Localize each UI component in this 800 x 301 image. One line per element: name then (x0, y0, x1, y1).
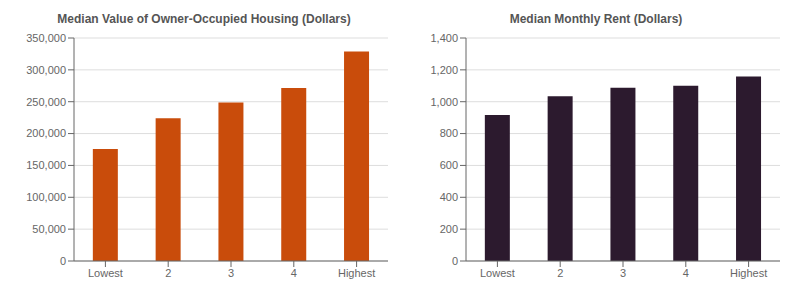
svg-text:3: 3 (228, 267, 234, 279)
svg-text:100,000: 100,000 (26, 191, 66, 203)
svg-text:Highest: Highest (338, 267, 375, 279)
svg-text:50,000: 50,000 (32, 223, 66, 235)
svg-text:150,000: 150,000 (26, 159, 66, 171)
svg-text:1,200: 1,200 (430, 64, 458, 76)
svg-text:400: 400 (440, 191, 458, 203)
svg-text:250,000: 250,000 (26, 96, 66, 108)
svg-text:2: 2 (165, 267, 171, 279)
html-text:Median Value of Owner-Occupied: Median Value of Owner-Occupied Housing (… (57, 12, 351, 26)
svg-text:3: 3 (620, 267, 626, 279)
svg-text:600: 600 (440, 159, 458, 171)
svg-text:1,400: 1,400 (430, 32, 458, 44)
svg-text:4: 4 (683, 267, 689, 279)
svg-text:Lowest: Lowest (480, 267, 515, 279)
svg-text:4: 4 (291, 267, 297, 279)
svg-text:200,000: 200,000 (26, 127, 66, 139)
svg-text:0: 0 (60, 255, 66, 267)
svg-text:1,000: 1,000 (430, 96, 458, 108)
svg-text:0: 0 (452, 255, 458, 267)
html-text:Median Monthly Rent (Dollars): Median Monthly Rent (Dollars) (509, 12, 683, 26)
svg-text:2: 2 (557, 267, 563, 279)
svg-text:800: 800 (440, 127, 458, 139)
svg-text:Lowest: Lowest (88, 267, 123, 279)
svg-text:300,000: 300,000 (26, 64, 66, 76)
svg-text:350,000: 350,000 (26, 32, 66, 44)
svg-text:Highest: Highest (730, 267, 767, 279)
svg-text:200: 200 (440, 223, 458, 235)
